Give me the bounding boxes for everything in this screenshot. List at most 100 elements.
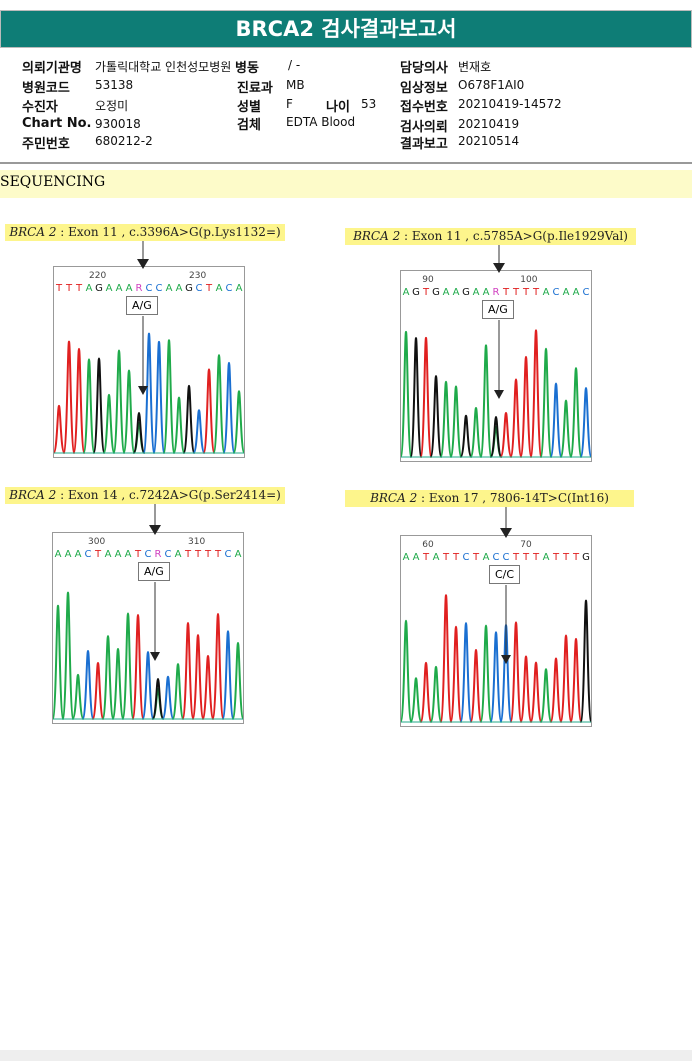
base-call: T: [422, 287, 430, 298]
variant-description: : Exon 11 , c.5785A>G(p.Ile1929Val): [400, 229, 628, 243]
report-date-label: 결과보고: [400, 137, 448, 152]
genotype-call: C/C: [489, 565, 521, 584]
genotype-call: A/G: [126, 296, 158, 315]
base-call: G: [582, 552, 590, 563]
trace-peak: [459, 622, 473, 723]
base-call: A: [443, 287, 450, 298]
trace-peak: [479, 344, 493, 458]
trace-peak: [192, 409, 206, 454]
base-call: T: [552, 552, 560, 563]
base-call: A: [543, 287, 550, 298]
base-call: T: [452, 552, 460, 563]
trace-peak: [171, 663, 185, 720]
base-call: A: [236, 283, 243, 294]
base-call: G: [412, 287, 420, 298]
trace-peak: [111, 647, 125, 720]
base-call: A: [65, 549, 72, 560]
trace-peak: [182, 384, 196, 454]
base-call: A: [433, 552, 440, 563]
institution-label: 의뢰기관명: [22, 61, 82, 76]
arrow-down-icon: [494, 320, 504, 399]
trace-peak: [53, 604, 65, 720]
gene-name: BRCA 2: [9, 225, 57, 239]
trace-peak: [162, 339, 176, 454]
trace-peak: [81, 650, 95, 720]
base-call: A: [166, 283, 173, 294]
position-tick: 60: [422, 540, 434, 550]
trace-peak: [519, 655, 533, 723]
base-call: A: [55, 549, 62, 560]
base-call: A: [543, 552, 550, 563]
trace-peak: [102, 393, 116, 454]
trace-peak: [112, 349, 126, 454]
base-call: C: [156, 283, 163, 294]
base-call: T: [204, 549, 212, 560]
base-call: A: [105, 549, 112, 560]
base-call: R: [155, 549, 162, 560]
base-call: T: [572, 552, 580, 563]
trace-peak: [429, 375, 443, 458]
doctor-value: 변재호: [458, 60, 492, 74]
base-call: T: [562, 552, 570, 563]
trace-peak: [509, 621, 523, 723]
clinical-label: 임상정보: [400, 81, 448, 96]
id-label: 주민번호: [22, 137, 70, 152]
base-call: A: [125, 549, 132, 560]
trace-peak: [142, 332, 156, 454]
base-call: C: [503, 552, 510, 563]
base-call: A: [453, 287, 460, 298]
position-tick: 100: [520, 275, 537, 285]
arrow-down-icon: [137, 241, 149, 269]
trace-peak: [549, 382, 563, 458]
chromatogram: 300 310 A A A C T A A A T C R C A T T T T C A: [52, 532, 244, 724]
trace-peak: [489, 415, 503, 458]
trace-peak: [529, 329, 543, 458]
base-call: C: [85, 549, 92, 560]
gene-name: BRCA 2: [353, 229, 401, 243]
ward-label: 병동: [235, 61, 259, 76]
specimen-label: 검체: [237, 118, 261, 133]
base-call: A: [573, 287, 580, 298]
base-call: T: [134, 549, 142, 560]
position-tick: 310: [188, 537, 205, 547]
variant-caption: BRCA 2 : Exon 11 , c.3396A>G(p.Lys1132=): [5, 224, 285, 241]
base-call: T: [65, 283, 73, 294]
trace-peak: [569, 367, 583, 458]
institution-value: 가톨릭대학교 인천성모병원: [95, 60, 232, 74]
variant-caption: BRCA 2 : Exon 17 , 7806-14T>C(Int16): [345, 490, 634, 507]
clinical-value: O678F1AI0: [458, 78, 525, 92]
position-tick: 90: [422, 275, 434, 285]
trace-peak: [449, 385, 463, 458]
id-value: 680212-2: [95, 134, 153, 148]
ward-value: / -: [288, 58, 301, 72]
base-call: A: [216, 283, 223, 294]
chromatogram: 220 230 T T T A G A A A R C C A A G C T A C A: [53, 266, 245, 458]
base-call: C: [146, 283, 153, 294]
base-call: G: [462, 287, 470, 298]
trace-peak: [569, 637, 583, 723]
trace-peak: [579, 599, 591, 723]
base-call: T: [194, 549, 202, 560]
trace-peak: [54, 404, 66, 454]
trace-peak: [61, 591, 75, 720]
base-call: A: [483, 552, 490, 563]
variant-description: : Exon 14 , c.7242A>G(p.Ser2414=): [56, 488, 281, 502]
base-call: T: [55, 283, 63, 294]
trace-peak: [211, 613, 225, 720]
base-call: A: [115, 549, 122, 560]
base-call: T: [522, 287, 530, 298]
age-label: 나이: [326, 100, 350, 115]
base-call: T: [512, 552, 520, 563]
base-call: A: [403, 287, 410, 298]
trace-peak: [499, 411, 513, 458]
base-call: A: [483, 287, 490, 298]
base-call: T: [442, 552, 450, 563]
request-value: 20210419: [458, 117, 520, 131]
trace-peak: [132, 411, 146, 454]
base-call: C: [553, 287, 560, 298]
base-call: C: [493, 552, 500, 563]
trace-peak: [232, 390, 244, 454]
variant-description: : Exon 17 , 7806-14T>C(Int16): [417, 491, 609, 505]
base-call: C: [196, 283, 203, 294]
patient-value: 오정미: [95, 99, 129, 113]
